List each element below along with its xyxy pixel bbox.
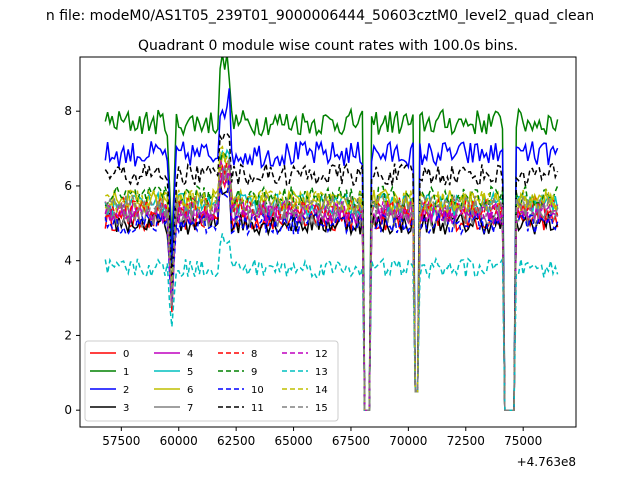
series-line-1 — [104, 57, 559, 411]
legend-label-9: 9 — [251, 367, 257, 378]
x-offset-label: +4.763e8 — [517, 455, 576, 469]
series-line-15 — [104, 158, 559, 411]
y-tick-label: 2 — [64, 328, 72, 342]
y-tick-label: 0 — [64, 403, 72, 417]
legend-label-15: 15 — [315, 403, 328, 414]
legend-label-13: 13 — [315, 367, 328, 378]
y-tick-label: 8 — [64, 104, 72, 118]
y-tick-label: 4 — [64, 254, 72, 268]
chart-suptitle: n file: modeM0/AS1T05_239T01_9000006444_… — [46, 8, 594, 24]
series-line-8 — [104, 160, 559, 411]
legend-label-11: 11 — [251, 403, 264, 414]
x-tick-label: 72500 — [447, 434, 485, 448]
legend-label-6: 6 — [187, 385, 193, 396]
y-axis: 0 2 4 6 8 — [64, 104, 80, 417]
legend-label-3: 3 — [123, 403, 129, 414]
legend-label-12: 12 — [315, 349, 328, 360]
series-line-13 — [104, 233, 559, 411]
x-tick-label: 67500 — [332, 434, 370, 448]
series-line-2 — [104, 88, 559, 411]
legend-label-4: 4 — [187, 349, 193, 360]
x-tick-label: 65000 — [274, 434, 312, 448]
legend-label-7: 7 — [187, 403, 193, 414]
x-axis: 57500 60000 62500 65000 67500 70000 72500 75000 — [102, 427, 542, 448]
axes-frame — [79, 56, 577, 428]
series-line-14 — [105, 145, 559, 411]
x-tick-label: 60000 — [160, 434, 198, 448]
legend-label-1: 1 — [123, 367, 129, 378]
legend-label-5: 5 — [187, 367, 193, 378]
series-layer — [104, 57, 559, 411]
legend-label-8: 8 — [251, 349, 257, 360]
legend-label-0: 0 — [123, 349, 129, 360]
series-line-3 — [105, 183, 559, 411]
legend-label-2: 2 — [123, 385, 129, 396]
legend-frame — [84, 340, 339, 422]
legend-label-10: 10 — [251, 385, 264, 396]
x-tick-label: 70000 — [389, 434, 427, 448]
x-tick-label: 57500 — [102, 434, 140, 448]
x-tick-label: 75000 — [504, 434, 542, 448]
series-line-10 — [104, 176, 559, 411]
legend-label-14: 14 — [315, 385, 328, 396]
y-tick-label: 6 — [64, 179, 72, 193]
x-tick-label: 62500 — [217, 434, 255, 448]
series-line-11 — [104, 132, 559, 411]
chart-title: Quadrant 0 module wise count rates with … — [138, 38, 518, 54]
